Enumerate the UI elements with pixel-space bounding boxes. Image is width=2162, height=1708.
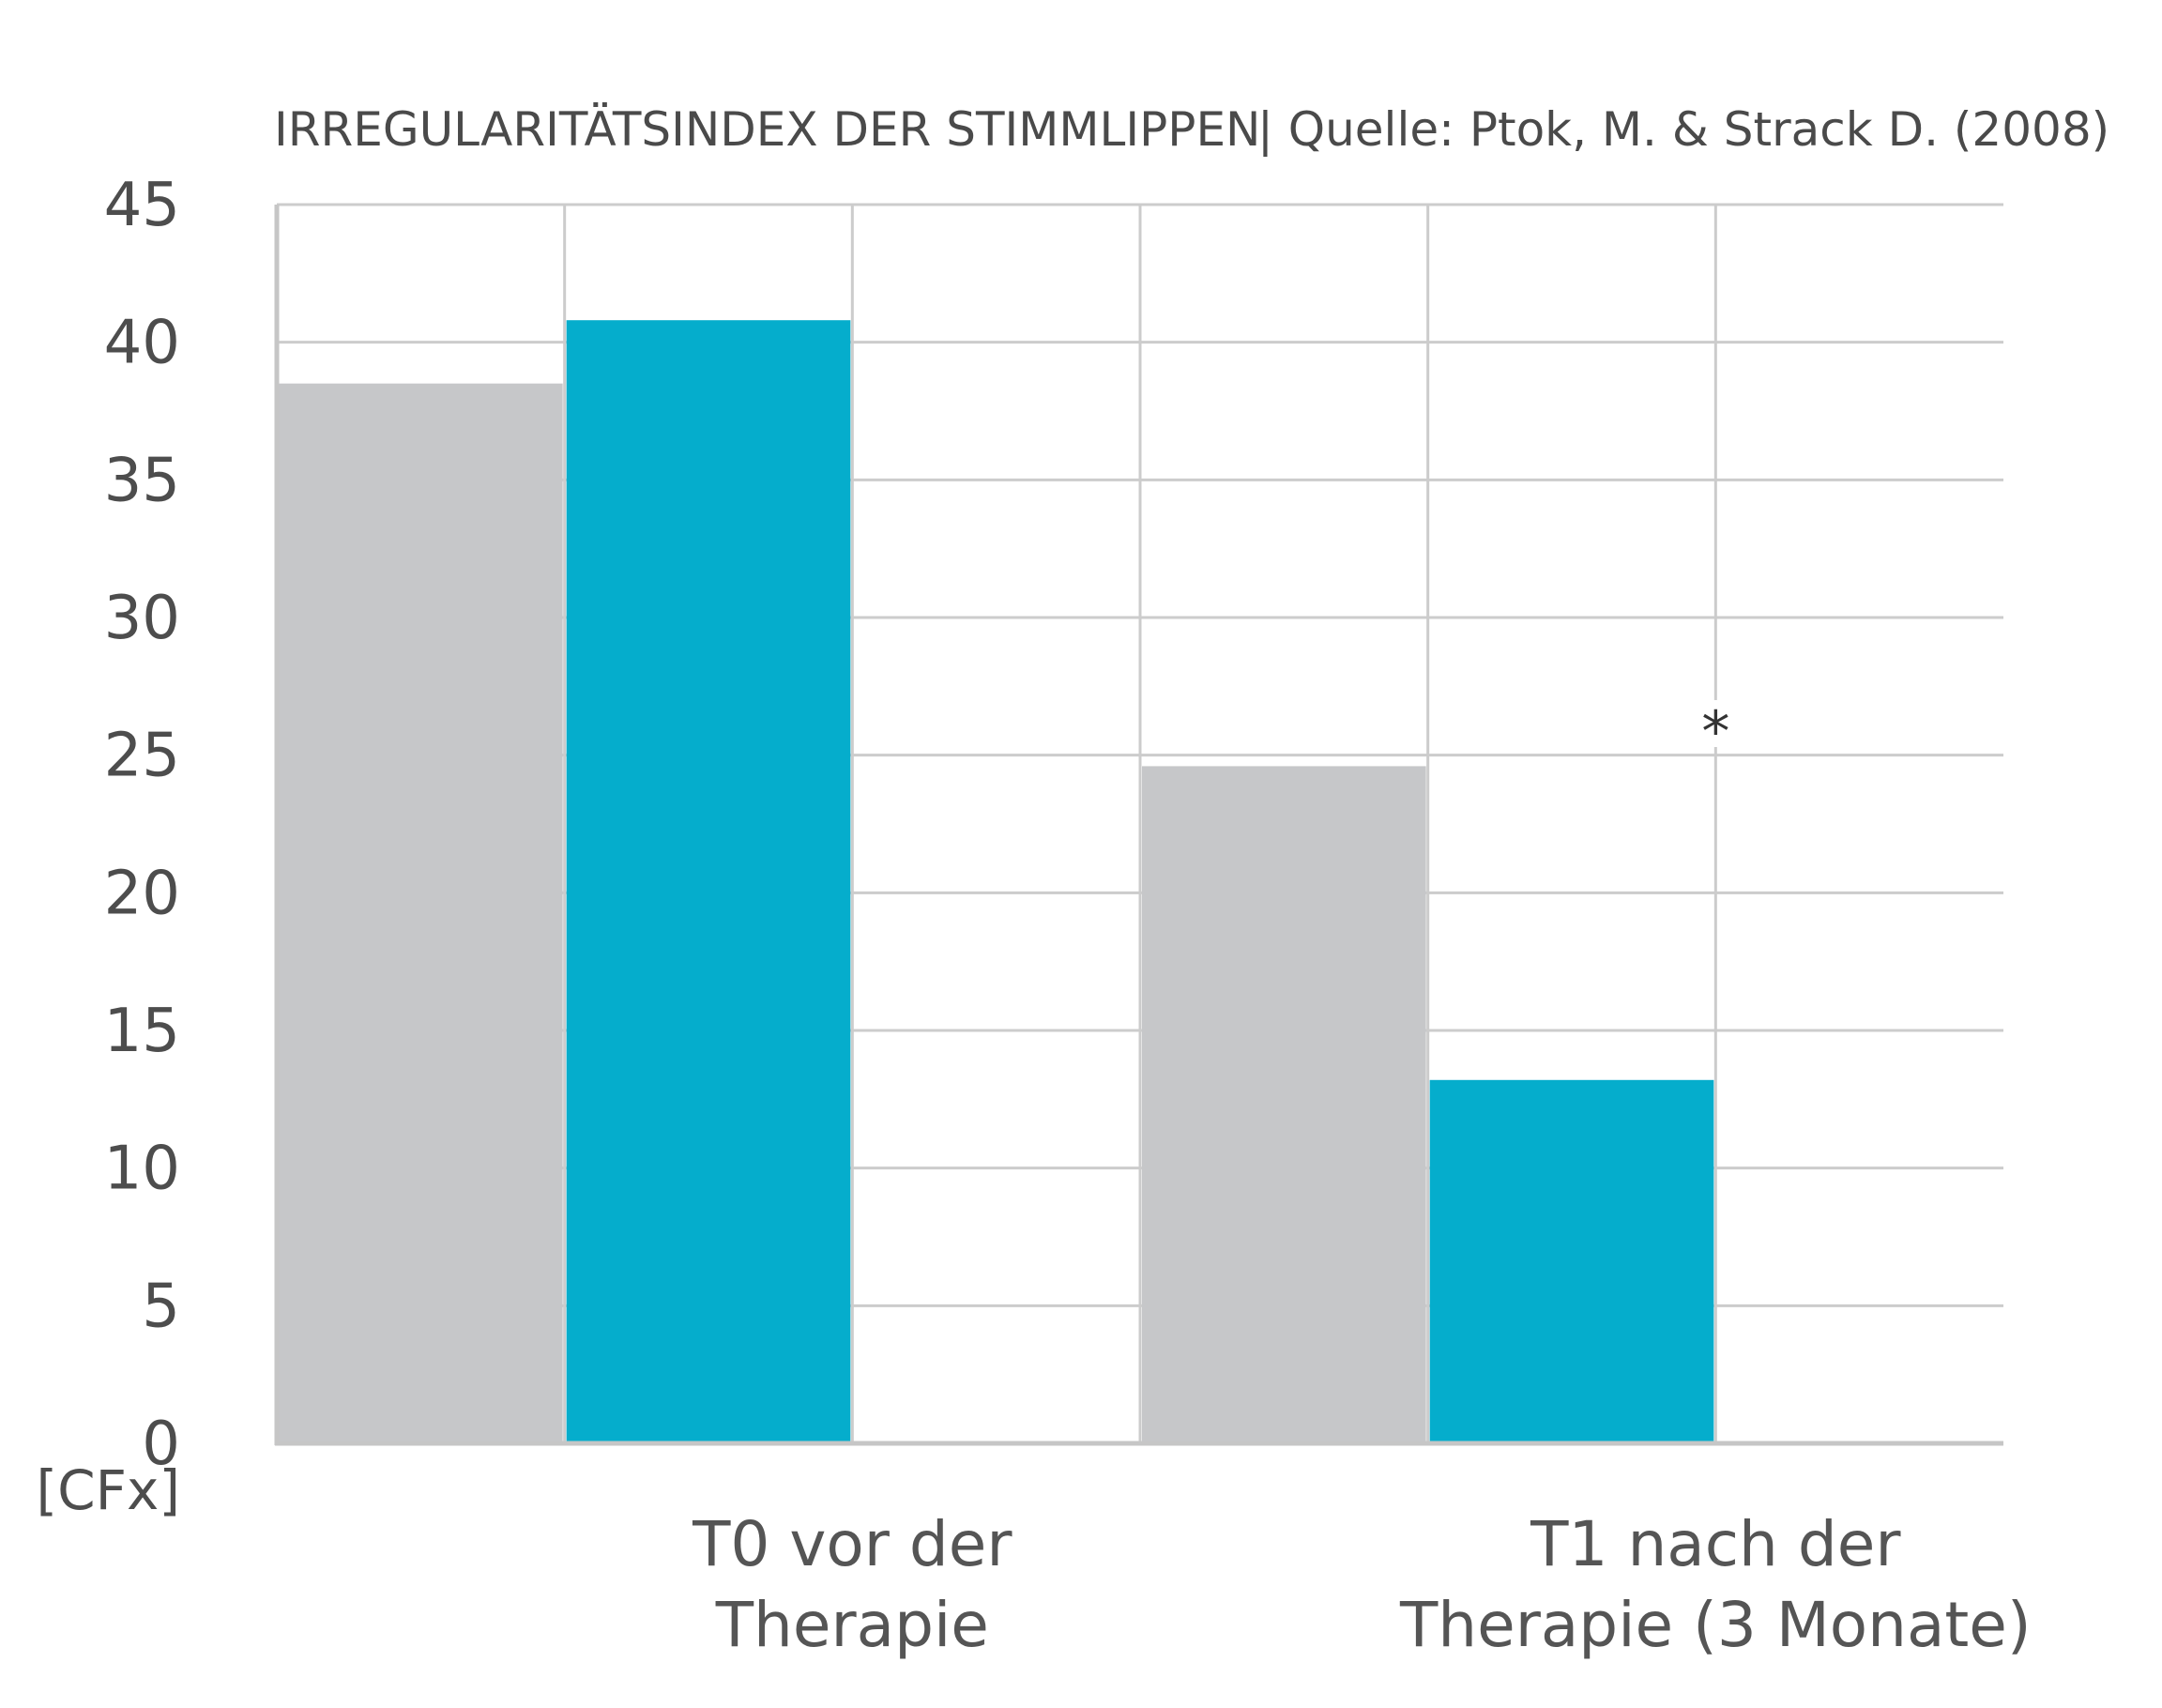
y-tick-label: 35	[104, 446, 180, 515]
y-tick-label: 0	[142, 1410, 180, 1479]
labels: IRREGULARITÄTSINDEX DER STIMMLIPPEN | Qu…	[37, 102, 2110, 1661]
bar	[1142, 766, 1426, 1441]
y-tick-label: 30	[104, 584, 180, 653]
axes	[274, 205, 2003, 1446]
chart-source: | Quelle: Ptok, M. & Strack D. (2008)	[1257, 102, 2109, 157]
y-tick-label: 20	[104, 859, 180, 928]
y-tick-label: 10	[104, 1135, 180, 1204]
x-category-label: T1 nach der	[1530, 1508, 1901, 1580]
x-category-label: Therapie (3 Monate)	[1399, 1589, 2032, 1661]
bar	[566, 320, 851, 1442]
x-category-label: T0 vor der	[692, 1508, 1012, 1580]
x-category-label: Therapie	[715, 1589, 989, 1661]
annotation-background	[1700, 700, 1731, 747]
y-axis-unit-label: [CFx]	[37, 1458, 180, 1522]
y-tick-label: 45	[104, 171, 180, 240]
bars	[279, 320, 1714, 1442]
chart-title: IRREGULARITÄTSINDEX DER STIMMLIPPEN	[274, 102, 1260, 157]
bar	[279, 383, 563, 1442]
bar	[1429, 1079, 1714, 1441]
significance-annotation: *	[1701, 699, 1729, 765]
y-tick-label: 25	[104, 722, 180, 791]
y-tick-label: 5	[142, 1272, 180, 1341]
y-tick-label: 15	[104, 997, 180, 1066]
grid-lines	[277, 203, 2003, 1443]
y-tick-label: 40	[104, 309, 180, 378]
